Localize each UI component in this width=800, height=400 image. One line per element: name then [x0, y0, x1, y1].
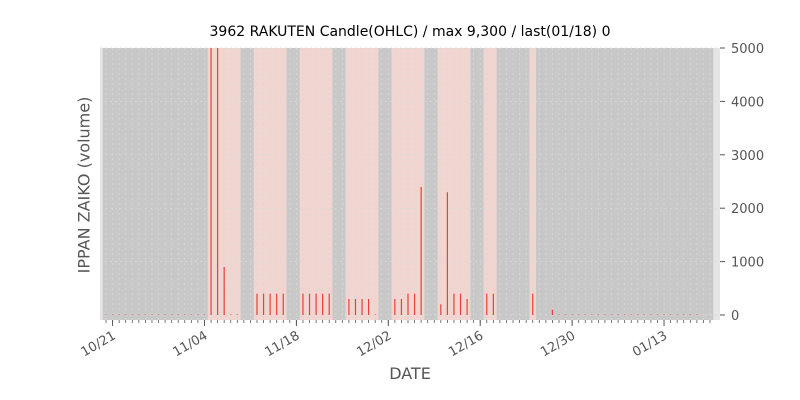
volume-bar — [118, 314, 120, 315]
volume-bar — [663, 314, 665, 315]
x-tick-label: 12/16 — [446, 328, 486, 360]
volume-bar — [597, 314, 599, 315]
volume-bar — [656, 314, 659, 315]
volume-bar — [111, 314, 114, 315]
volume-bar — [564, 314, 567, 315]
volume-bar — [400, 298, 403, 315]
volume-bar — [407, 293, 409, 315]
volume-bar — [302, 293, 304, 315]
volume-bar — [131, 314, 133, 315]
volume-bar — [643, 314, 645, 315]
volume-bar — [256, 293, 258, 315]
volume-bar — [610, 314, 613, 315]
volume-bar — [486, 293, 488, 315]
y-tick-label: 5000 — [731, 42, 764, 57]
x-axis-label: DATE — [389, 364, 431, 383]
volume-bar — [315, 293, 317, 315]
volume-bar — [138, 314, 140, 315]
x-tick-label: 01/13 — [630, 328, 670, 360]
volume-bar — [144, 314, 146, 315]
volume-bar — [322, 293, 324, 315]
volume-bar — [230, 314, 232, 315]
volume-bar — [184, 314, 186, 315]
volume-bar — [308, 293, 311, 315]
volume-bar — [453, 293, 455, 315]
volume-bar — [532, 293, 534, 315]
volume-bar — [177, 314, 179, 315]
volume-bar — [591, 314, 593, 315]
volume-bar — [374, 314, 376, 315]
y-axis-label: IPPAN ZAIKO (volume) — [74, 96, 94, 274]
volume-bar — [190, 314, 192, 315]
volume-bar — [683, 314, 685, 315]
volume-bar — [696, 314, 698, 315]
volume-bar — [630, 314, 632, 315]
volume-bar — [394, 298, 396, 315]
volume-bar — [446, 192, 448, 315]
volume-bar — [413, 293, 416, 315]
volume-bar — [164, 314, 166, 315]
y-tick-label: 4000 — [731, 95, 764, 110]
chart-title: 3962 RAKUTEN Candle(OHLC) / max 9,300 / … — [209, 24, 611, 40]
volume-bar — [197, 314, 199, 315]
volume-bar — [558, 314, 560, 315]
volume-bar — [262, 293, 265, 315]
volume-bar — [282, 293, 284, 315]
y-tick-label: 2000 — [731, 202, 764, 217]
x-tick-label: 12/02 — [354, 328, 394, 360]
volume-bar — [348, 298, 350, 315]
y-tick-label: 3000 — [731, 149, 764, 164]
x-tick-label: 10/21 — [79, 328, 119, 360]
volume-bar — [689, 314, 691, 315]
volume-bar — [492, 293, 494, 315]
x-tick-label: 11/18 — [262, 328, 302, 360]
volume-bars — [105, 48, 698, 315]
y-tick-label: 1000 — [731, 256, 764, 271]
x-axis: 10/21 11/04 11/18 12/02 12/16 12/30 01/13 — [79, 320, 711, 360]
grid-lines — [100, 47, 720, 320]
volume-bar — [650, 314, 652, 315]
active-band — [483, 48, 497, 320]
volume-bar — [584, 314, 586, 315]
volume-bar — [105, 314, 107, 315]
x-tick-label: 11/04 — [171, 328, 211, 360]
y-tick-label: 0 — [731, 309, 739, 324]
volume-bar — [157, 314, 160, 315]
volume-bar — [637, 314, 639, 315]
volume-bar — [361, 298, 363, 315]
volume-bar — [151, 314, 153, 315]
volume-bar — [223, 266, 225, 315]
volume-bar — [269, 293, 271, 315]
volume-bar — [617, 314, 619, 315]
volume-bar — [368, 298, 370, 315]
volume-bar — [676, 314, 678, 315]
volume-bar — [217, 48, 219, 315]
volume-bar — [466, 298, 468, 315]
volume-bar — [354, 298, 357, 315]
volume-bar — [203, 314, 206, 315]
volume-bar — [624, 314, 626, 315]
volume-bar — [459, 293, 462, 315]
volume-bar — [604, 314, 606, 315]
volume-bar — [670, 314, 672, 315]
volume-bar — [328, 293, 330, 315]
volume-bar — [236, 314, 238, 315]
volume-bar — [571, 314, 573, 315]
volume-bar — [578, 314, 580, 315]
y-axis: 0 1000 2000 3000 4000 5000 — [720, 42, 764, 324]
x-tick-label: 12/30 — [538, 328, 578, 360]
volume-bar — [171, 314, 173, 315]
volume-bar — [420, 186, 422, 315]
volume-bar — [276, 293, 278, 315]
volume-bar — [125, 314, 127, 315]
volume-bar — [440, 304, 442, 315]
volume-bar — [551, 309, 554, 315]
volume-bar — [210, 48, 212, 315]
